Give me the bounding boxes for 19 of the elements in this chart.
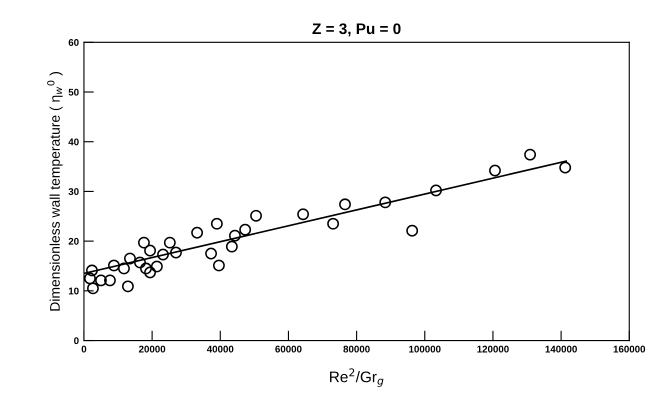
x-tick-label: 20000 <box>138 346 166 353</box>
x-tick-label: 40000 <box>206 346 234 353</box>
y-axis-title: Dimensionless wall temperature ( η$_{w}$$^{0}$ ) <box>47 72 63 311</box>
x-tick-label: 60000 <box>275 346 302 353</box>
x-tick-label: 120000 <box>477 346 509 353</box>
chart-title: Z = 3, Pu = 0 <box>312 23 401 36</box>
x-tick-label: 0 <box>82 346 86 353</box>
y-tick-label: 20 <box>68 238 79 245</box>
x-tick-label: 80000 <box>343 346 370 353</box>
y-tick-label: 30 <box>68 188 79 196</box>
y-tick-label: 0 <box>74 337 79 344</box>
x-tick-label: 100000 <box>409 346 441 353</box>
x-tick-label: 160000 <box>614 346 646 353</box>
y-tick-label: 60 <box>68 39 79 46</box>
y-tick-label: 40 <box>68 138 79 146</box>
x-axis-title: Re$^{2}$/Gr$_{g}$ <box>330 368 384 387</box>
y-tick-label: 10 <box>68 288 79 294</box>
x-tick-label: 140000 <box>546 346 577 353</box>
y-tick-label: 50 <box>68 88 79 96</box>
